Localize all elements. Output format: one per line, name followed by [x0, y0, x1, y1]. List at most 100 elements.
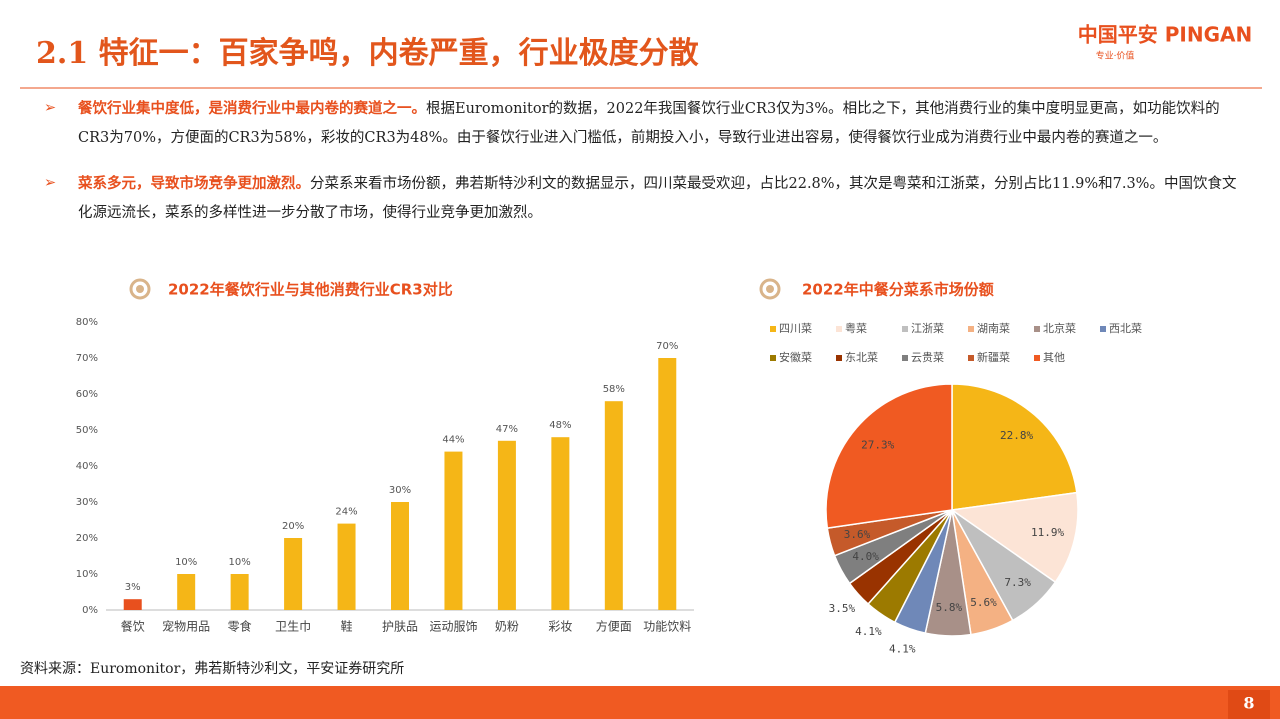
data-label: 30%: [389, 485, 411, 496]
x-tick-label: 奶粉: [495, 620, 519, 634]
bar: [551, 437, 570, 610]
bar: [658, 358, 677, 610]
y-tick-label: 10%: [76, 569, 98, 580]
y-tick-label: 60%: [76, 389, 98, 400]
data-label: 5.6%: [970, 596, 997, 609]
pie-slice: [950, 491, 1079, 584]
data-label: 11.9%: [1031, 526, 1064, 539]
legend-label: 云贵菜: [911, 351, 944, 364]
bar: [604, 401, 623, 610]
legend-label: 北京菜: [1043, 321, 1076, 335]
legend-label: 江浙菜: [911, 322, 944, 335]
bar: [284, 538, 303, 610]
y-tick-label: 20%: [76, 533, 98, 544]
x-tick-label: 鞋: [341, 619, 353, 634]
pie-slice: [951, 383, 1078, 511]
data-label: 27.3%: [861, 439, 894, 452]
legend-swatch: [770, 355, 776, 361]
icon: [129, 278, 151, 300]
data-label: 4.1%: [889, 642, 916, 655]
data-label: 4.1%: [855, 625, 882, 638]
bullet-marker: ➢: [44, 100, 57, 116]
logo: 中国平安 PINGAN: [1078, 23, 1252, 47]
legend-label: 四川菜: [779, 322, 812, 335]
bullet-text: 根据Euromonitor的数据，2022年我国餐饮行业CR3仅为3%。相比之下…: [78, 101, 1220, 146]
data-label: 47%: [496, 424, 518, 435]
legend-swatch: [968, 355, 974, 361]
legend-swatch: [902, 326, 908, 332]
legend-swatch: [902, 355, 908, 361]
y-tick-label: 80%: [76, 317, 98, 328]
bullets: ➢ 餐饮行业集中度低，是消费行业中最内卷的赛道之一。根据Euromonitor的数…: [40, 94, 1245, 244]
x-tick-label: 卫生巾: [275, 620, 311, 634]
data-label: 48%: [549, 420, 571, 431]
legend-label: 东北菜: [845, 351, 878, 364]
y-tick-label: 30%: [76, 497, 98, 508]
bullet-lead: 餐饮行业集中度低，是消费行业中最内卷的赛道之一。: [78, 100, 426, 117]
legend-swatch: [836, 355, 842, 361]
bullet-marker: ➢: [44, 175, 57, 191]
bar: [497, 440, 516, 610]
data-label: 10%: [229, 557, 251, 568]
footer-bar: [0, 686, 1280, 719]
page-number: 8: [1243, 694, 1254, 713]
data-label: 10%: [175, 557, 197, 568]
bullet: ➢ 餐饮行业集中度低，是消费行业中最内卷的赛道之一。根据Euromonitor的数…: [40, 94, 1245, 153]
icon: [136, 285, 144, 293]
data-label: 3%: [125, 582, 141, 593]
legend-swatch: [770, 326, 776, 332]
data-label: 22.8%: [1000, 429, 1033, 442]
legend-label: 新疆菜: [977, 350, 1010, 364]
y-tick-label: 70%: [76, 353, 98, 364]
bar: [337, 523, 356, 610]
data-label: 3.5%: [829, 602, 856, 615]
data-label: 20%: [282, 521, 304, 532]
icon: [766, 285, 774, 293]
chart-title: 2022年餐饮行业与其他消费行业CR3对比: [168, 281, 453, 299]
bar: [230, 574, 249, 610]
data-label: 7.3%: [1004, 576, 1031, 589]
slogan: 专业·价值: [1096, 50, 1135, 62]
source: 资料来源：Euromonitor，弗若斯特沙利文，平安证券研究所: [20, 661, 404, 677]
y-tick-label: 0%: [82, 605, 98, 616]
data-label: 3.6%: [844, 528, 871, 541]
page-box: [1228, 690, 1270, 719]
bullet-text: 分菜系来看市场份额，弗若斯特沙利文的数据显示，四川菜最受欢迎，占比22.8%，其…: [78, 176, 1237, 221]
data-label: 5.8%: [936, 601, 963, 614]
data-label: 44%: [442, 435, 464, 446]
x-tick-label: 餐饮: [121, 619, 145, 634]
data-label: 24%: [335, 507, 357, 518]
pie-slice: [825, 383, 953, 529]
x-tick-label: 护肤品: [382, 619, 418, 634]
bar: [444, 451, 463, 610]
data-label: 70%: [656, 341, 678, 352]
legend-label: 西北菜: [1109, 322, 1142, 335]
x-tick-label: 彩妆: [548, 620, 572, 634]
legend-label: 粤菜: [845, 321, 867, 335]
data-label: 4.0%: [852, 550, 879, 563]
legend-swatch: [1034, 326, 1040, 332]
chart-title: 2022年中餐分菜系市场份额: [802, 281, 994, 299]
title: 2.1 特征一：百家争鸣，内卷严重，行业极度分散: [36, 36, 699, 71]
legend-label: 安徽菜: [779, 350, 812, 364]
legend-label: 湖南菜: [977, 322, 1010, 335]
y-tick-label: 50%: [76, 425, 98, 436]
x-tick-label: 零食: [228, 619, 252, 634]
x-tick-label: 方便面: [596, 619, 632, 634]
x-tick-label: 运动服饰: [429, 620, 477, 634]
legend-swatch: [836, 326, 842, 332]
legend-label: 其他: [1043, 351, 1065, 364]
icon: [759, 278, 781, 300]
x-tick-label: 功能饮料: [643, 620, 691, 634]
legend-swatch: [1100, 326, 1106, 332]
bullet-lead: 菜系多元，导致市场竞争更加激烈。: [78, 175, 310, 192]
data-label: 58%: [603, 384, 625, 395]
y-tick-label: 40%: [76, 461, 98, 472]
bullet: ➢ 菜系多元，导致市场竞争更加激烈。分菜系来看市场份额，弗若斯特沙利文的数据显示，…: [40, 169, 1245, 228]
legend-swatch: [968, 326, 974, 332]
bar: [391, 502, 409, 610]
bar: [177, 574, 196, 610]
bar: [123, 599, 142, 610]
